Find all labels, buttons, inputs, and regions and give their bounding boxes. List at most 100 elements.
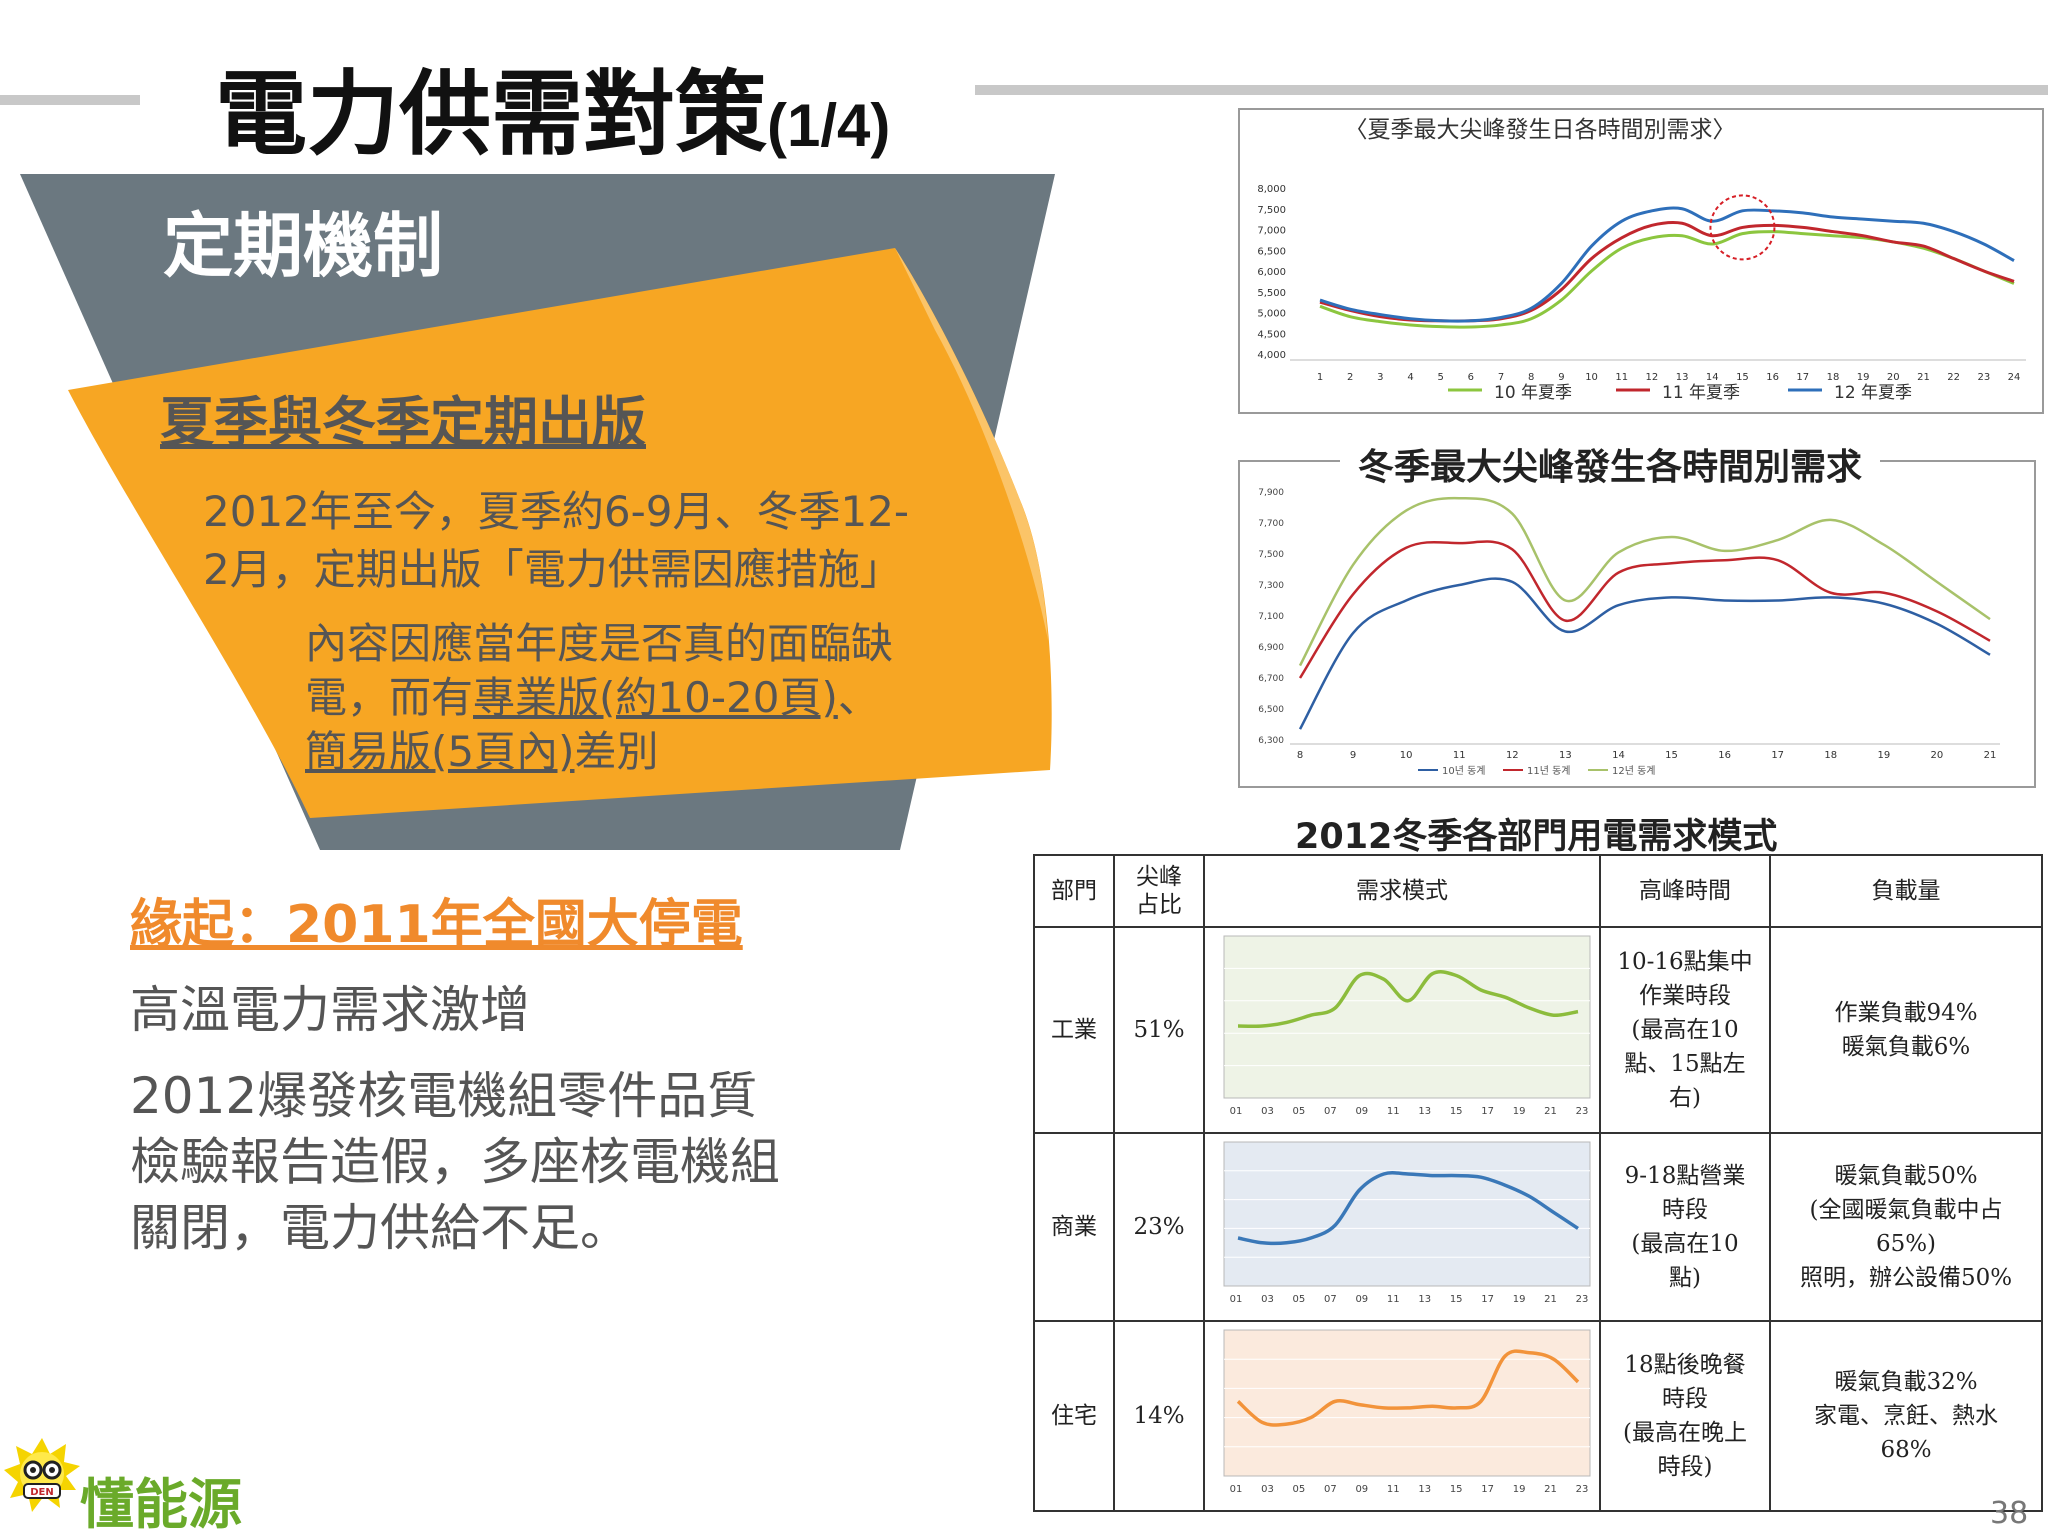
- y-tick-label: 8,000: [1257, 184, 1286, 195]
- x-tick-label: 18: [1824, 750, 1837, 761]
- mini-axis-label: 13: [1418, 1294, 1431, 1305]
- y-tick-label: 6,500: [1258, 705, 1284, 715]
- mini-axis-label: 05: [1293, 1484, 1306, 1495]
- y-tick-label: 6,700: [1258, 674, 1284, 684]
- x-tick-label: 13: [1676, 372, 1689, 383]
- sector-table-title: 2012冬季各部門用電需求模式: [1295, 817, 1778, 857]
- load-line: 作業負載94%: [1834, 1000, 1978, 1026]
- peak-time-line: (最高在晚上: [1623, 1420, 1747, 1446]
- x-tick-label: 12: [1646, 372, 1659, 383]
- x-tick-label: 8: [1528, 372, 1534, 383]
- header-sector: 部門: [1033, 854, 1115, 928]
- table-header-row: 部門 尖峰 占比 需求模式 高峰時間 負載量: [1033, 854, 2043, 928]
- winter-demand-chart: 7,900 7,700 7,500 7,300 7,100 6,900 6,700 6,500…: [1258, 488, 2000, 777]
- x-tick-label: 5: [1438, 372, 1444, 383]
- peak-time-line: 時段: [1662, 1197, 1708, 1223]
- table-row: 住宅 14% 01 03 05 07 09 11 13 15 17 19 21 23 18點後晚餐 時…: [1033, 1320, 2043, 1512]
- simple-edition-link[interactable]: 簡易版(5頁內): [305, 727, 575, 776]
- peak-time-cell: 10-16點集中 作業時段 (最高在10 點、15點左 右): [1599, 926, 1771, 1134]
- origin-point-1: 高溫電力需求激增: [130, 981, 530, 1039]
- summer-chart-panel: [1238, 108, 2044, 414]
- y-tick-label: 4,000: [1257, 350, 1286, 361]
- winter-chart-panel: [1238, 460, 2036, 788]
- demand-curve-cell: 01 03 05 07 09 11 13 15 17 19 21 23: [1203, 1132, 1601, 1322]
- sector-demand-table: 部門 尖峰 占比 需求模式 高峰時間 負載量 工業 51% 01 03 05 07 09…: [1033, 854, 2043, 1512]
- mini-axis-label: 23: [1576, 1106, 1589, 1117]
- mini-curve: [1236, 1349, 1580, 1427]
- x-tick-label: 19: [1857, 372, 1870, 383]
- sector-name: 住宅: [1033, 1320, 1115, 1512]
- x-tick-label: 8: [1297, 750, 1303, 761]
- y-tick-label: 4,500: [1257, 329, 1286, 340]
- legend-label: 10년 동계: [1442, 765, 1486, 777]
- header-mode: 需求模式: [1203, 854, 1601, 928]
- mini-axis-label: 15: [1450, 1106, 1463, 1117]
- winter-chart-title: 冬季最大尖峰發生各時間別需求: [1340, 438, 1881, 490]
- x-tick-label: 20: [1887, 372, 1900, 383]
- x-tick-label: 19: [1877, 750, 1890, 761]
- professional-edition-link[interactable]: 專業版(約10-20頁): [473, 673, 838, 722]
- x-tick-label: 16: [1766, 372, 1779, 383]
- summer-chart-title: 〈夏季最大尖峰發生日各時間別需求〉: [1344, 117, 1736, 143]
- page-title: 電力供需對策(1/4): [215, 61, 891, 168]
- mini-axis-label: 11: [1387, 1294, 1400, 1305]
- x-tick-label: 16: [1718, 750, 1731, 761]
- publication-detail-2: 電，而有專業版(約10-20頁)、: [305, 673, 880, 722]
- load-line: 暖氣負載32%: [1834, 1369, 1978, 1395]
- x-tick-label: 4: [1407, 372, 1413, 383]
- x-tick-label: 9: [1350, 750, 1356, 761]
- legend-label: 12 年夏季: [1834, 383, 1912, 403]
- mini-axis-label: 09: [1355, 1106, 1368, 1117]
- mini-axis-label: 19: [1513, 1294, 1526, 1305]
- publication-line-1: 2012年至今，夏季約6-9月、冬季12-: [203, 487, 910, 536]
- x-tick-label: 24: [2008, 372, 2021, 383]
- x-tick-label: 20: [1931, 750, 1944, 761]
- commercial-curve-chart: 01 03 05 07 09 11 13 15 17 19 21 23: [1223, 1141, 1591, 1305]
- summer-demand-chart: 8,000 7,500 7,000 6,500 6,000 5,500 5,000 4,500…: [1257, 184, 2026, 403]
- y-tick-label: 7,500: [1257, 205, 1286, 216]
- legend-label: 11년 동계: [1527, 765, 1571, 777]
- x-tick-label: 7: [1498, 372, 1504, 383]
- x-tick-label: 23: [1977, 372, 1990, 383]
- mini-axis-label: 07: [1324, 1484, 1337, 1495]
- banner-graphic: [20, 174, 1055, 850]
- header-load: 負載量: [1769, 854, 2043, 928]
- publication-detail-3: 簡易版(5頁內)差別: [305, 727, 659, 776]
- sector-share: 14%: [1113, 1320, 1205, 1512]
- y-tick-label: 7,700: [1258, 519, 1284, 529]
- peak-time-cell: 18點後晚餐 時段 (最高在晚上 時段): [1599, 1320, 1771, 1512]
- mini-axis-label: 23: [1576, 1484, 1589, 1495]
- sector-name: 商業: [1033, 1132, 1115, 1322]
- x-tick-label: 17: [1771, 750, 1784, 761]
- peak-time-line: 時段): [1657, 1454, 1713, 1480]
- publication-line-2: 2月，定期出版「電力供需因應措施」: [203, 545, 902, 594]
- table-row: 工業 51% 01 03 05 07 09 11 13 15 17 19 21 23 10-16點集中…: [1033, 926, 2043, 1134]
- load-line: 照明，辦公設備50%: [1799, 1265, 2013, 1291]
- mini-axis-label: 11: [1387, 1484, 1400, 1495]
- x-tick-label: 10: [1585, 372, 1598, 383]
- y-tick-label: 7,300: [1258, 581, 1284, 591]
- x-tick-label: 15: [1736, 372, 1749, 383]
- header-share: 尖峰 占比: [1113, 854, 1205, 928]
- banner-orange-shape: [68, 248, 1052, 818]
- peak-time-line: 10-16點集中: [1617, 949, 1753, 975]
- mini-axis-label: 01: [1230, 1106, 1243, 1117]
- legend-label: 12년 동계: [1612, 765, 1656, 777]
- y-tick-label: 7,000: [1257, 226, 1286, 237]
- industrial-curve-chart: 01 03 05 07 09 11 13 15 17 19 21 23: [1223, 935, 1591, 1117]
- logo-badge: DEN: [30, 1487, 54, 1498]
- x-tick-label: 12: [1506, 750, 1519, 761]
- header-peak-time: 高峰時間: [1599, 854, 1771, 928]
- sector-share: 23%: [1113, 1132, 1205, 1322]
- mini-curve: [1237, 1171, 1579, 1246]
- mini-axis-label: 13: [1418, 1106, 1431, 1117]
- mini-axis-label: 01: [1230, 1294, 1243, 1305]
- mini-axis-label: 19: [1513, 1106, 1526, 1117]
- mini-axis-label: 03: [1261, 1106, 1274, 1117]
- sector-share: 51%: [1113, 926, 1205, 1134]
- peak-time-cell: 9-18點營業 時段 (最高在10 點): [1599, 1132, 1771, 1322]
- peak-time-line: 9-18點營業: [1624, 1163, 1746, 1189]
- x-tick-label: 11: [1453, 750, 1466, 761]
- peak-time-line: 點、15點左: [1624, 1051, 1746, 1077]
- mini-curve: [1237, 970, 1579, 1029]
